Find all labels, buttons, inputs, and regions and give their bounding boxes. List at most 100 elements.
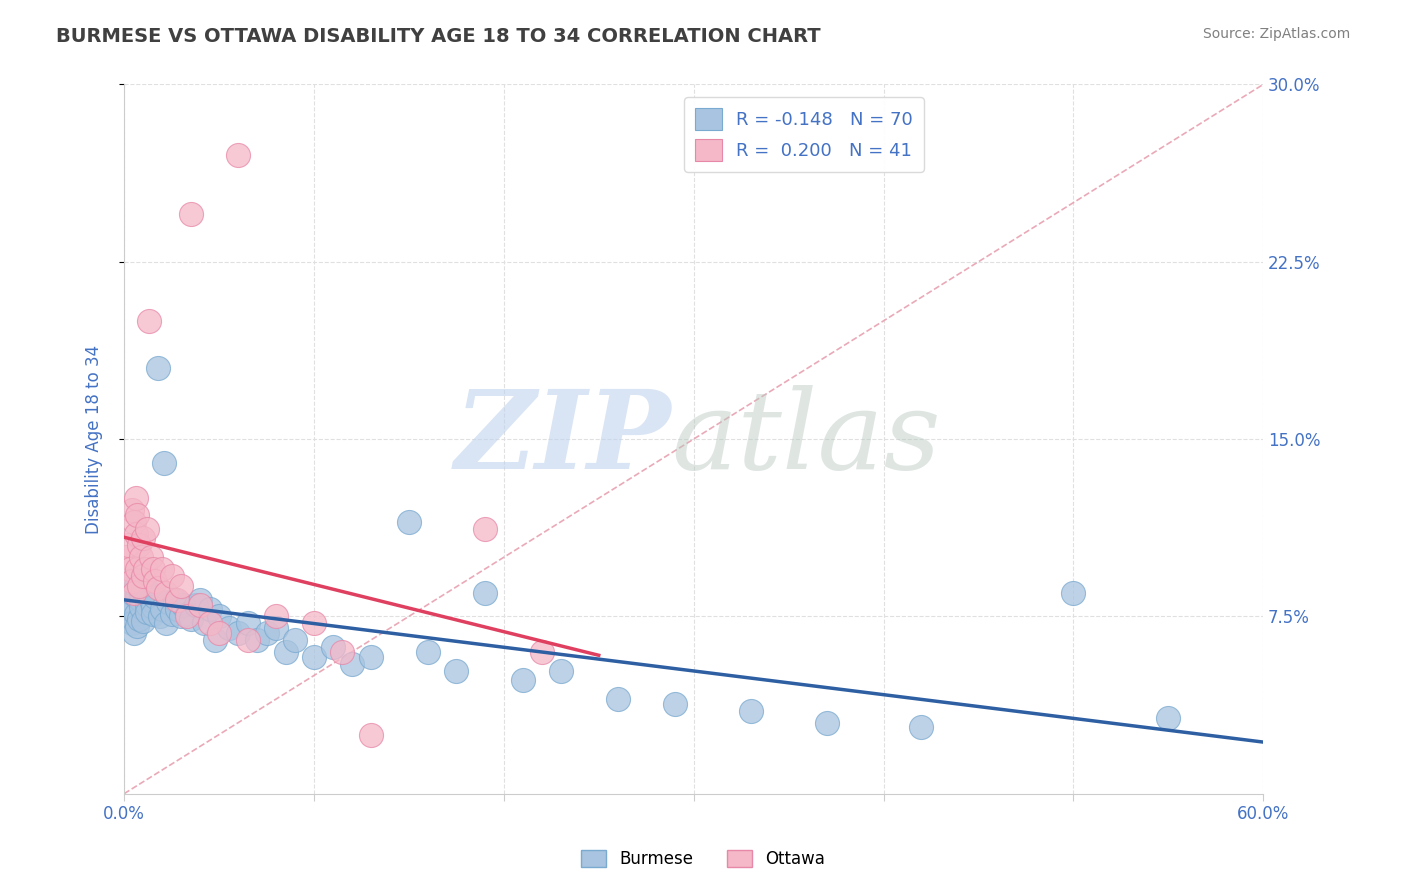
Point	[139, 592, 162, 607]
Point	[274, 645, 297, 659]
Text: BURMESE VS OTTAWA DISABILITY AGE 18 TO 34 CORRELATION CHART: BURMESE VS OTTAWA DISABILITY AGE 18 TO 3…	[56, 27, 821, 45]
Point	[180, 207, 202, 221]
Point	[134, 562, 156, 576]
Point	[134, 579, 156, 593]
Point	[815, 715, 838, 730]
Point	[226, 626, 249, 640]
Point	[530, 645, 553, 659]
Point	[360, 649, 382, 664]
Point	[148, 361, 170, 376]
Point	[156, 595, 179, 609]
Point	[172, 598, 194, 612]
Point	[149, 609, 172, 624]
Point	[142, 599, 165, 614]
Point	[226, 148, 249, 162]
Point	[1062, 585, 1084, 599]
Text: ZIP: ZIP	[454, 385, 671, 492]
Point	[121, 616, 143, 631]
Point	[142, 607, 165, 621]
Point	[176, 609, 198, 624]
Point	[127, 591, 149, 605]
Point	[188, 592, 211, 607]
Point	[135, 605, 157, 619]
Point	[139, 550, 162, 565]
Point	[606, 692, 628, 706]
Point	[180, 612, 202, 626]
Point	[198, 602, 221, 616]
Point	[302, 616, 325, 631]
Point	[128, 581, 150, 595]
Point	[170, 609, 193, 624]
Point	[127, 562, 149, 576]
Point	[284, 632, 307, 647]
Point	[165, 592, 187, 607]
Point	[132, 614, 155, 628]
Point	[122, 585, 145, 599]
Point	[121, 574, 143, 588]
Legend: R = -0.148   N = 70, R =  0.200   N = 41: R = -0.148 N = 70, R = 0.200 N = 41	[683, 97, 924, 172]
Point	[138, 585, 160, 599]
Point	[129, 599, 152, 614]
Point	[474, 522, 496, 536]
Point	[236, 616, 259, 631]
Point	[132, 532, 155, 546]
Point	[910, 721, 932, 735]
Point	[117, 609, 139, 624]
Point	[332, 645, 354, 659]
Point	[132, 569, 155, 583]
Point	[122, 515, 145, 529]
Point	[129, 592, 152, 607]
Point	[132, 583, 155, 598]
Point	[118, 562, 141, 576]
Point	[740, 704, 762, 718]
Point	[474, 585, 496, 599]
Point	[340, 657, 363, 671]
Y-axis label: Disability Age 18 to 34: Disability Age 18 to 34	[86, 344, 103, 533]
Point	[128, 612, 150, 626]
Point	[127, 619, 149, 633]
Point	[122, 626, 145, 640]
Point	[143, 574, 166, 588]
Point	[512, 673, 534, 688]
Point	[246, 632, 269, 647]
Point	[155, 616, 177, 631]
Point	[264, 621, 287, 635]
Point	[256, 626, 278, 640]
Point	[186, 598, 208, 612]
Point	[118, 602, 141, 616]
Point	[1157, 711, 1180, 725]
Point	[148, 581, 170, 595]
Point	[550, 664, 572, 678]
Point	[117, 538, 139, 552]
Point	[124, 607, 146, 621]
Point	[193, 616, 215, 631]
Point	[121, 585, 143, 599]
Point	[360, 728, 382, 742]
Legend: Burmese, Ottawa: Burmese, Ottawa	[575, 843, 831, 875]
Point	[138, 314, 160, 328]
Point	[166, 602, 188, 616]
Text: atlas: atlas	[671, 385, 941, 492]
Point	[128, 579, 150, 593]
Point	[150, 602, 173, 616]
Point	[127, 508, 149, 522]
Point	[153, 456, 176, 470]
Point	[118, 592, 141, 607]
Point	[135, 598, 157, 612]
Point	[121, 503, 143, 517]
Point	[264, 609, 287, 624]
Point	[322, 640, 344, 654]
Point	[150, 562, 173, 576]
Point	[176, 607, 198, 621]
Point	[129, 550, 152, 565]
Point	[218, 621, 240, 635]
Point	[208, 626, 231, 640]
Point	[115, 598, 138, 612]
Point	[124, 491, 146, 505]
Point	[155, 585, 177, 599]
Point	[446, 664, 468, 678]
Point	[122, 574, 145, 588]
Point	[142, 562, 165, 576]
Point	[416, 645, 439, 659]
Text: Source: ZipAtlas.com: Source: ZipAtlas.com	[1202, 27, 1350, 41]
